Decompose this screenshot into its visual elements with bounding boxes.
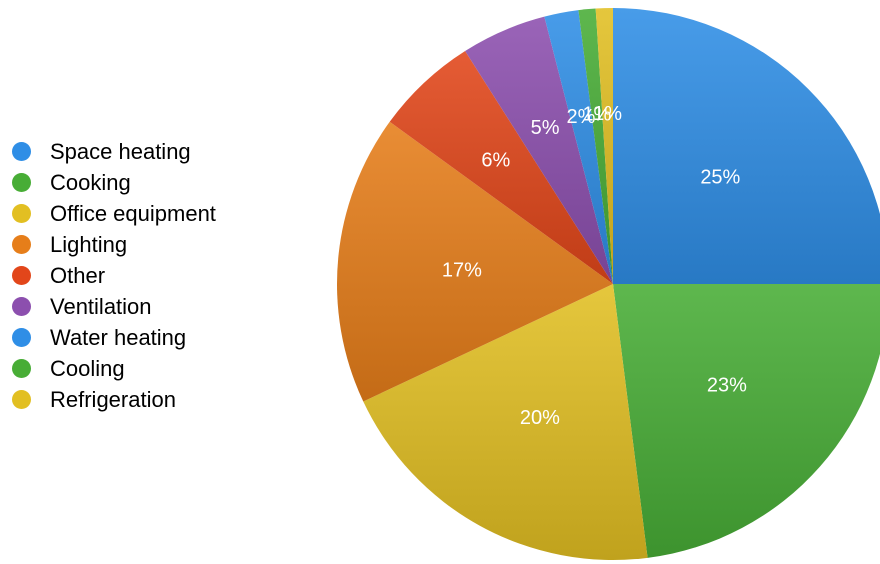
pie-slice-cooling bbox=[578, 8, 613, 285]
legend-label: Cooking bbox=[50, 169, 131, 195]
legend-swatch bbox=[12, 359, 31, 378]
legend-label: Ventilation bbox=[50, 293, 152, 319]
pie-slice-other bbox=[389, 50, 613, 285]
legend-item: Lighting bbox=[12, 229, 216, 260]
legend-label: Cooling bbox=[50, 355, 125, 381]
legend-swatch bbox=[12, 328, 31, 347]
pie-slice-label: 1% bbox=[582, 104, 611, 126]
legend-item: Other bbox=[12, 260, 216, 291]
pie-slice-space-heating bbox=[613, 8, 880, 284]
legend-swatch bbox=[12, 390, 31, 409]
pie-slice-cooking bbox=[613, 284, 880, 558]
legend-item: Ventilation bbox=[12, 291, 216, 322]
legend-label: Refrigeration bbox=[50, 386, 176, 412]
pie-slice-label: 2% bbox=[566, 106, 595, 128]
pie-slice-refrigeration bbox=[363, 284, 648, 560]
pie-slice-labels: 25% 23% 20% 17% 6% 5% 2%1%1% bbox=[442, 103, 747, 429]
legend: Space heating Cooking Office equipment L… bbox=[12, 136, 216, 415]
legend-swatch bbox=[12, 297, 31, 316]
legend-item: Office equipment bbox=[12, 198, 216, 229]
legend-swatch bbox=[12, 235, 31, 254]
pie-slice-ventilation bbox=[465, 16, 613, 284]
legend-item: Refrigeration bbox=[12, 384, 216, 415]
pie-slice-label: 1% bbox=[593, 103, 622, 125]
pie-slice-label: 20% bbox=[520, 407, 560, 429]
legend-label: Space heating bbox=[50, 138, 191, 164]
legend-item: Water heating bbox=[12, 322, 216, 353]
pie-slice-lighting bbox=[337, 121, 613, 402]
legend-item: Cooling bbox=[12, 353, 216, 384]
legend-label: Lighting bbox=[50, 231, 128, 257]
legend-label: Other bbox=[50, 262, 106, 288]
legend-label: Water heating bbox=[50, 324, 187, 350]
pie-slice-label: 17% bbox=[442, 260, 482, 282]
legend-swatch bbox=[12, 142, 31, 161]
legend-item: Space heating bbox=[12, 136, 216, 167]
legend-swatch bbox=[12, 266, 31, 285]
pie-slices bbox=[337, 8, 880, 560]
pie-slice-office-equipment bbox=[595, 8, 613, 284]
legend-item: Cooking bbox=[12, 167, 216, 198]
pie-slice-label: 23% bbox=[707, 374, 747, 396]
legend-swatch bbox=[12, 204, 31, 223]
pie-slice-label: 6% bbox=[481, 149, 510, 171]
legend-swatch bbox=[12, 173, 31, 192]
pie-slice-label: 5% bbox=[531, 117, 560, 139]
legend-label: Office equipment bbox=[50, 200, 216, 226]
pie-slice-label: 25% bbox=[700, 167, 740, 189]
pie-slice-water-heating bbox=[544, 10, 613, 285]
